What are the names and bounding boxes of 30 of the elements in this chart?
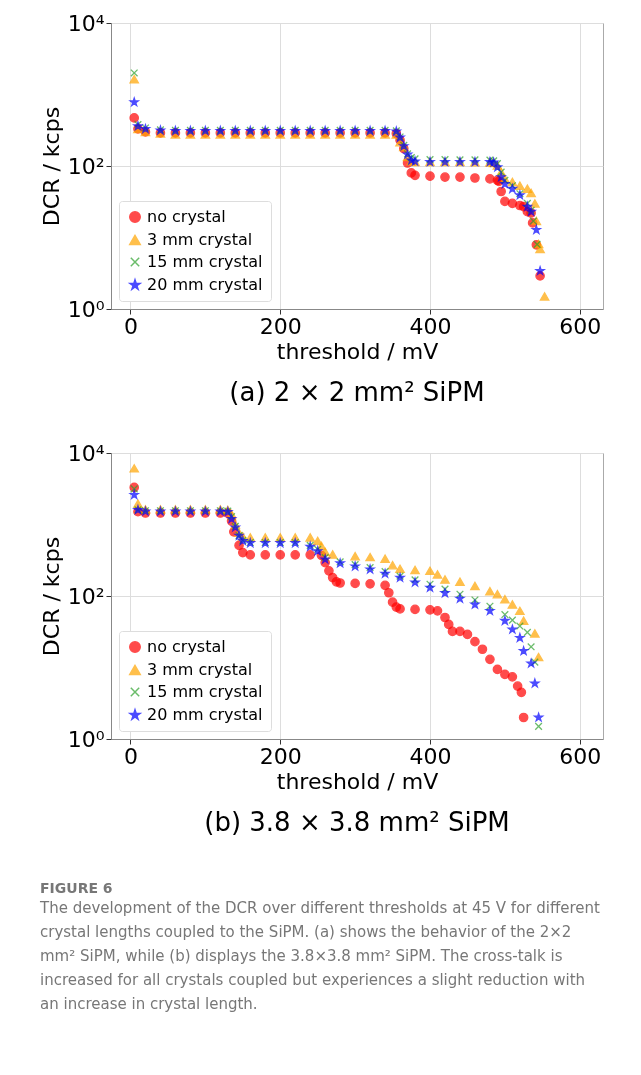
x-tick-label: 0 xyxy=(123,743,138,769)
y-tick-label: 10⁰ xyxy=(67,296,105,322)
x-tick-label: 400 xyxy=(409,313,452,339)
y-tick-label: 10² xyxy=(67,583,105,609)
caption: FIGURE 6 xyxy=(40,880,114,896)
x-tick-label: 0 xyxy=(123,313,138,339)
legend-label: no crystal xyxy=(147,637,226,656)
legend-label: 20 mm crystal xyxy=(147,275,263,294)
y-axis-title: DCR / kcps xyxy=(38,536,64,657)
x-axis-title: threshold / mV xyxy=(276,338,439,364)
legend-label: 20 mm crystal xyxy=(147,705,263,724)
y-tick-label: 10² xyxy=(67,153,105,179)
x-tick-label: 200 xyxy=(259,313,302,339)
legend-label: no crystal xyxy=(147,207,226,226)
y-tick-label: 10⁰ xyxy=(67,726,105,752)
x-axis-title: threshold / mV xyxy=(276,768,439,794)
y-tick-label: 10⁴ xyxy=(67,10,105,36)
x-tick-label: 600 xyxy=(559,743,602,769)
x-tick-label: 400 xyxy=(409,743,452,769)
legend-label: 15 mm crystal xyxy=(147,252,263,271)
x-tick-label: 200 xyxy=(259,743,302,769)
legend-label: 3 mm crystal xyxy=(147,230,253,249)
x-tick-label: 600 xyxy=(559,313,602,339)
text: (b) 3.8 × 3.8 mm² SiPM xyxy=(204,807,510,837)
text: The development of the DCR over different thresholds at 45 V for different crystal lengths coupled to the SiPM. (a) shows the behavior of the 2×2 mm² SiPM, while (b) displays the 3.8×3.8 mm² SiPM. The cross-talk is increased for all crystals coupled but experiences a slight reduction with an increase in crystal length. xyxy=(40,898,601,1015)
y-axis-title: DCR / kcps xyxy=(38,106,64,227)
y-tick-label: 10⁴ xyxy=(67,440,105,466)
text: (a) 2 × 2 mm² SiPM xyxy=(229,377,485,407)
legend-label: 3 mm crystal xyxy=(147,660,253,679)
legend-label: 15 mm crystal xyxy=(147,682,263,701)
